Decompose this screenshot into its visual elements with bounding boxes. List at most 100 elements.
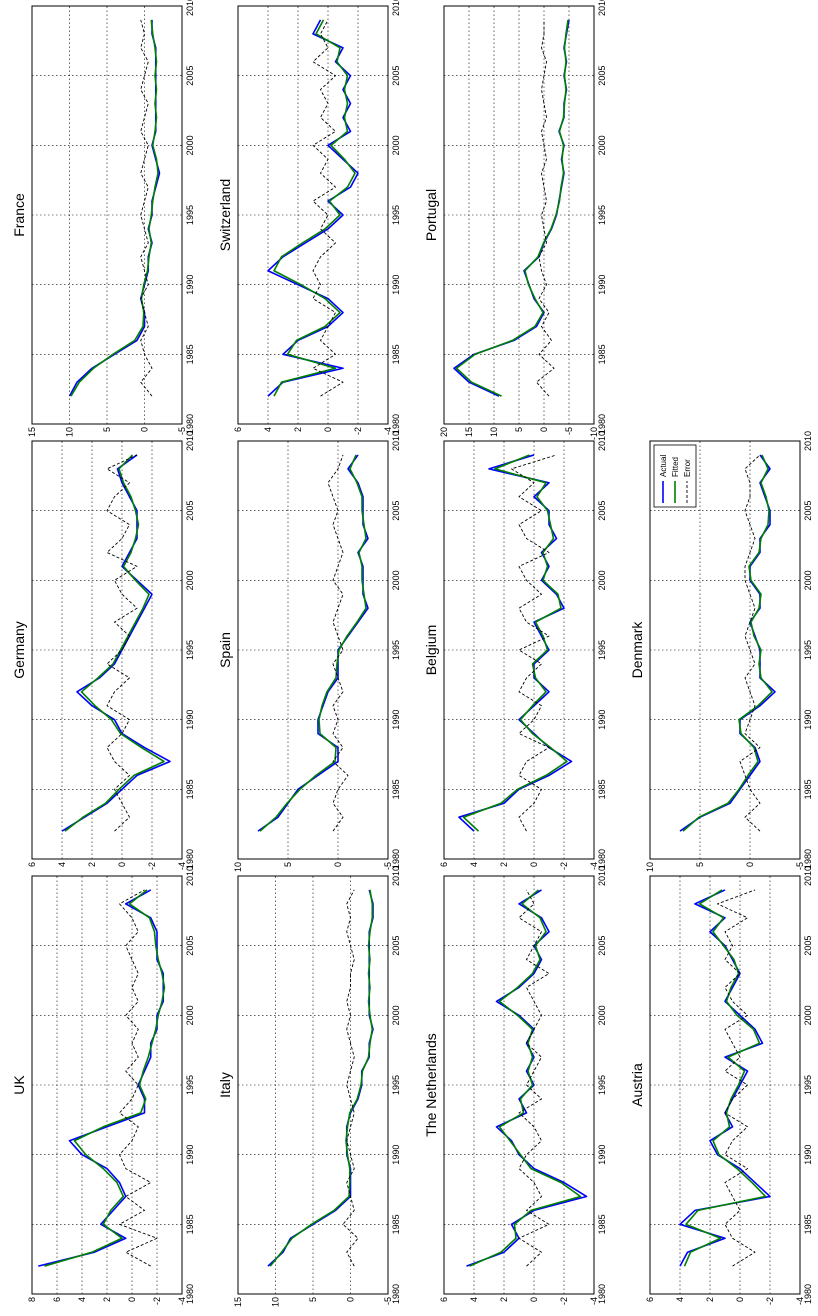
x-tick-label: 2005 [185, 936, 195, 956]
x-tick-label: 2005 [391, 501, 401, 521]
x-tick-label: 1990 [391, 1145, 401, 1165]
x-tick-label: 1995 [803, 640, 813, 660]
y-tick-label: 10 [645, 862, 655, 872]
x-tick-label: 1990 [803, 1145, 813, 1165]
panel-title: Switzerland [217, 179, 233, 251]
x-tick-label: 2010 [391, 0, 401, 16]
x-tick-label: 2005 [185, 501, 195, 521]
y-tick-label: 4 [675, 1297, 685, 1302]
panel-title: France [11, 193, 27, 237]
x-tick-label: 2010 [391, 431, 401, 451]
y-tick-label: 6 [52, 1297, 62, 1302]
y-tick-label: -5 [177, 427, 187, 435]
y-tick-label: 6 [439, 1297, 449, 1302]
x-tick-label: 1985 [185, 1214, 195, 1234]
x-tick-label: 1990 [803, 710, 813, 730]
y-tick-label: -2 [147, 862, 157, 870]
y-tick-label: -5 [564, 427, 574, 435]
x-tick-label: 2000 [803, 570, 813, 590]
x-tick-label: 2010 [597, 0, 607, 16]
y-tick-label: -4 [383, 427, 393, 435]
y-tick-label: 0 [529, 1297, 539, 1302]
y-tick-label: -2 [152, 1297, 162, 1305]
x-tick-label: 2005 [185, 66, 195, 86]
x-tick-label: 1995 [391, 1075, 401, 1095]
x-tick-label: 2005 [597, 66, 607, 86]
y-tick-label: 10 [65, 427, 75, 437]
series-line [312, 19, 344, 397]
series-line [140, 19, 153, 397]
x-tick-label: 2010 [803, 431, 813, 451]
y-tick-label: 2 [705, 1297, 715, 1302]
y-tick-label: 4 [77, 1297, 87, 1302]
panel-title: Portugal [423, 189, 439, 241]
x-tick-label: 2005 [391, 66, 401, 86]
panel-title: Germany [11, 621, 27, 679]
x-tick-label: 1980 [185, 849, 195, 869]
panel-title: Austria [629, 1063, 645, 1107]
x-tick-label: 1995 [597, 1075, 607, 1095]
panel-title: Spain [217, 632, 233, 668]
x-tick-label: 1980 [597, 1284, 607, 1304]
series-line [682, 454, 773, 832]
y-tick-label: 6 [645, 1297, 655, 1302]
x-tick-label: 1990 [391, 710, 401, 730]
y-tick-label: 0 [745, 862, 755, 867]
x-tick-label: 2010 [185, 866, 195, 886]
x-tick-label: 1980 [391, 1284, 401, 1304]
y-tick-label: 6 [439, 862, 449, 867]
x-tick-label: 1980 [597, 414, 607, 434]
series-line [269, 889, 374, 1267]
y-tick-label: -5 [383, 1297, 393, 1305]
x-tick-label: 1985 [597, 779, 607, 799]
series-line [327, 454, 349, 832]
plot-frame [31, 440, 183, 860]
y-tick-label: 5 [283, 862, 293, 867]
x-tick-label: 2000 [391, 570, 401, 590]
plot-frame [649, 875, 801, 1295]
series-line [717, 889, 756, 1267]
series-line [511, 454, 557, 832]
x-tick-label: 1985 [185, 344, 195, 364]
series-line [455, 19, 569, 397]
series-line [342, 889, 359, 1267]
series-line [44, 889, 166, 1267]
y-tick-label: 2 [87, 862, 97, 867]
x-tick-label: 1990 [185, 710, 195, 730]
y-tick-label: 0 [333, 862, 343, 867]
y-tick-label: -4 [589, 1297, 599, 1305]
legend: Actual Fitted Error [653, 444, 697, 508]
x-tick-label: 2005 [803, 501, 813, 521]
x-tick-label: 2010 [185, 431, 195, 451]
x-tick-label: 2005 [803, 936, 813, 956]
x-tick-label: 1980 [597, 849, 607, 869]
y-tick-label: -2 [559, 862, 569, 870]
series-line [273, 19, 356, 397]
y-tick-label: 4 [263, 427, 273, 432]
y-tick-label: 4 [469, 1297, 479, 1302]
series-line [462, 454, 568, 832]
series-line [683, 889, 767, 1267]
x-tick-label: 2000 [597, 1005, 607, 1025]
series-line [739, 454, 761, 832]
y-tick-label: -2 [353, 427, 363, 435]
y-tick-label: 15 [233, 1297, 243, 1307]
panel-title: Italy [217, 1072, 233, 1098]
x-tick-label: 2010 [391, 866, 401, 886]
x-tick-label: 1990 [185, 275, 195, 295]
x-tick-label: 2010 [597, 431, 607, 451]
y-tick-label: 20 [439, 427, 449, 437]
legend-label: Error [683, 459, 692, 477]
y-tick-label: 5 [308, 1297, 318, 1302]
y-tick-label: 15 [464, 427, 474, 437]
x-tick-label: 1990 [597, 710, 607, 730]
y-tick-label: 5 [514, 427, 524, 432]
legend-box [653, 444, 697, 508]
legend-label: Fitted [671, 457, 680, 477]
x-tick-label: 2005 [597, 936, 607, 956]
panel-title: Belgium [423, 625, 439, 676]
y-tick-label: -2 [765, 1297, 775, 1305]
y-tick-label: -10 [589, 427, 599, 440]
x-tick-label: 2010 [803, 866, 813, 886]
